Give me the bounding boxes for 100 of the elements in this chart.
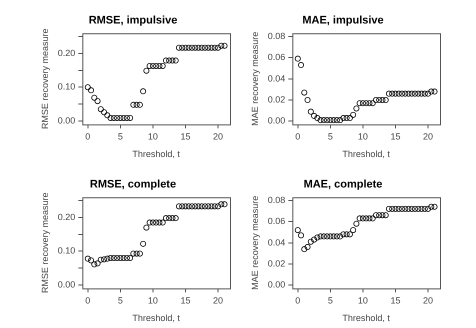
point xyxy=(405,90,412,97)
x-tick-label: 20 xyxy=(423,295,434,306)
point xyxy=(334,233,340,240)
point xyxy=(134,102,140,108)
point xyxy=(304,244,311,250)
y-tick-label: 0.02 xyxy=(268,94,286,104)
point xyxy=(314,115,320,122)
x-tick-label: 0 xyxy=(85,295,90,306)
point xyxy=(330,233,337,240)
point xyxy=(304,97,311,104)
point xyxy=(408,206,415,212)
point xyxy=(186,44,192,51)
x-tick-label: 15 xyxy=(180,131,190,142)
y-tick-label: 0.06 xyxy=(268,216,286,226)
point xyxy=(222,42,228,49)
x-tick-label: 15 xyxy=(180,295,190,306)
point xyxy=(160,220,166,226)
chart-title: MAE, complete xyxy=(304,178,382,191)
point xyxy=(301,90,308,96)
point xyxy=(215,44,222,51)
point xyxy=(108,114,114,121)
point xyxy=(162,215,169,222)
point xyxy=(218,201,224,208)
point xyxy=(382,97,389,104)
point xyxy=(308,108,314,115)
y-tick-label: 0.04 xyxy=(268,237,286,248)
point xyxy=(84,84,91,90)
y-axis-title: MAE recovery measure xyxy=(250,196,260,290)
point xyxy=(379,212,386,218)
point xyxy=(422,90,428,97)
point xyxy=(327,233,334,240)
point xyxy=(140,240,146,247)
point xyxy=(212,203,218,210)
y-tick-label: 0.10 xyxy=(58,82,76,92)
point xyxy=(402,206,408,212)
point xyxy=(127,255,134,261)
point xyxy=(396,206,402,212)
y-tick-label: 0.06 xyxy=(268,52,286,62)
point xyxy=(222,201,228,208)
x-tick-label: 5 xyxy=(118,131,123,142)
x-tick-label: 10 xyxy=(358,295,368,306)
point xyxy=(202,44,208,51)
point xyxy=(120,255,127,261)
point xyxy=(308,238,314,245)
point xyxy=(153,62,160,69)
point xyxy=(318,117,324,124)
point xyxy=(415,206,422,212)
y-tick-label: 0.08 xyxy=(268,194,286,205)
y-tick-label: 0.04 xyxy=(268,73,286,84)
point xyxy=(363,100,370,106)
point xyxy=(117,255,124,261)
point xyxy=(422,206,428,212)
point xyxy=(153,220,160,226)
point xyxy=(392,206,398,212)
x-tick-label: 0 xyxy=(85,131,90,142)
point xyxy=(108,255,114,261)
chart-title: RMSE, complete xyxy=(90,178,176,191)
point xyxy=(314,234,320,240)
point xyxy=(344,231,350,238)
x-tick-label: 5 xyxy=(328,131,333,142)
point xyxy=(386,206,392,212)
x-axis-title: Threshold, t xyxy=(132,149,180,160)
point xyxy=(405,206,412,212)
point xyxy=(350,227,356,234)
point xyxy=(188,44,195,51)
y-tick-label: 0.20 xyxy=(58,48,76,58)
point xyxy=(324,233,330,240)
point xyxy=(418,90,425,97)
x-axis-title: Threshold, t xyxy=(342,313,390,324)
point xyxy=(218,42,224,49)
point xyxy=(208,203,215,210)
point xyxy=(311,236,318,243)
point xyxy=(104,112,110,118)
point xyxy=(110,114,117,121)
point xyxy=(398,206,405,212)
x-tick-label: 5 xyxy=(118,295,123,306)
point xyxy=(130,250,136,257)
point xyxy=(156,62,162,69)
y-axis-title: RMSE recovery measure xyxy=(40,192,50,294)
point xyxy=(370,100,376,106)
point xyxy=(298,232,304,238)
y-tick-label: 0.20 xyxy=(58,212,76,222)
point xyxy=(353,105,360,112)
point xyxy=(176,44,182,51)
point xyxy=(311,112,318,119)
x-axis-title: Threshold, t xyxy=(342,149,390,160)
x-tick-label: 10 xyxy=(358,131,368,142)
point xyxy=(215,203,222,210)
x-tick-label: 20 xyxy=(423,131,434,142)
point xyxy=(130,102,136,108)
point xyxy=(389,206,396,212)
point xyxy=(366,215,372,222)
chart-title: MAE, impulsive xyxy=(302,14,384,27)
point xyxy=(172,215,179,222)
point xyxy=(208,44,215,51)
point xyxy=(294,56,301,62)
point xyxy=(346,115,353,122)
point xyxy=(166,215,172,222)
point xyxy=(398,90,405,97)
point xyxy=(146,62,153,69)
